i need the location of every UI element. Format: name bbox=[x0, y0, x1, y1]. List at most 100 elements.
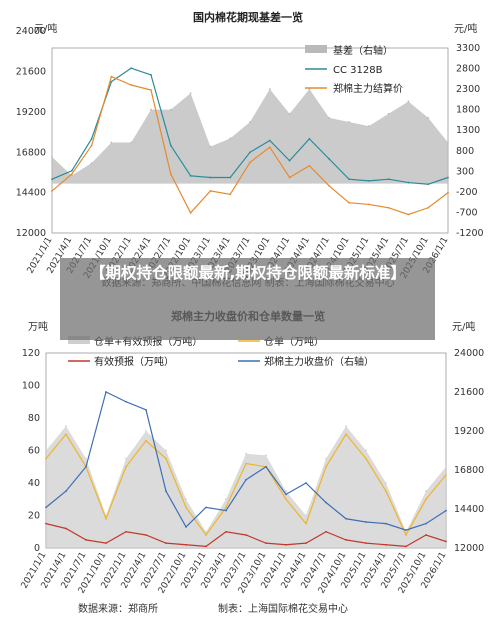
series-0-point bbox=[145, 430, 147, 432]
left-tick-label: 24000 bbox=[16, 26, 46, 37]
series-0-point bbox=[445, 465, 447, 468]
series-2-point bbox=[209, 145, 212, 148]
series-0-point bbox=[387, 178, 390, 181]
series-1-point bbox=[285, 498, 287, 501]
series-1-point bbox=[125, 465, 127, 468]
right-tick-label: 21600 bbox=[454, 387, 484, 398]
series-3-point bbox=[185, 525, 187, 528]
plot-frame bbox=[51, 47, 449, 234]
series-0-point bbox=[150, 74, 152, 76]
series-1-point bbox=[209, 190, 212, 192]
series-2-point bbox=[150, 108, 152, 111]
series-2-point bbox=[387, 112, 390, 115]
series-1-point bbox=[325, 465, 327, 468]
series-2-point bbox=[229, 137, 232, 140]
legend-swatch bbox=[305, 45, 327, 53]
series-0-point bbox=[367, 179, 370, 182]
series-0-point bbox=[268, 139, 271, 142]
series-3-point bbox=[85, 465, 87, 468]
left-tick-label: 14400 bbox=[16, 188, 46, 199]
left-tick-label: 19200 bbox=[16, 107, 46, 118]
series-0-point bbox=[130, 67, 133, 70]
series-1-point bbox=[308, 164, 311, 167]
legend-label: 郑棉主力结算价 bbox=[333, 82, 403, 95]
right-tick-label: 2800 bbox=[456, 64, 480, 75]
series-1-point bbox=[90, 144, 93, 147]
series-0-point bbox=[51, 178, 53, 181]
series-0-point bbox=[348, 178, 350, 181]
series-1-point bbox=[165, 457, 167, 460]
right-tick-label: 19200 bbox=[454, 426, 484, 437]
series-3-point bbox=[225, 509, 227, 512]
series-3-point bbox=[285, 493, 287, 496]
series-3-point bbox=[205, 506, 207, 509]
series-0-point bbox=[70, 169, 73, 172]
series-2-point bbox=[288, 112, 291, 115]
series-2-point bbox=[249, 121, 251, 123]
headline-banner bbox=[60, 258, 435, 340]
series-1-point bbox=[405, 534, 407, 536]
left-tick-label: 21600 bbox=[16, 67, 46, 78]
series-3-point bbox=[385, 522, 387, 525]
series-2-point bbox=[427, 116, 430, 119]
series-0-point bbox=[305, 514, 307, 517]
series-0-point bbox=[209, 176, 212, 179]
left-tick-label: 120 bbox=[22, 348, 40, 359]
left-tick-label: 16800 bbox=[16, 147, 46, 158]
warehouse-receipt-chart: 郑棉主力收盘价和仓单数量一览万吨元/吨020406080100120120001… bbox=[20, 309, 485, 615]
series-0-point bbox=[205, 530, 207, 533]
chart-title: 国内棉花期现基差一览 bbox=[193, 10, 303, 24]
series-2-point bbox=[245, 534, 247, 536]
series-1-point bbox=[225, 506, 227, 509]
series-0-point bbox=[65, 425, 67, 428]
series-2-point bbox=[305, 542, 307, 545]
series-2-point bbox=[407, 100, 410, 103]
right-axis-unit: 元/吨 bbox=[452, 320, 475, 333]
series-3-point bbox=[125, 400, 127, 403]
series-0-point bbox=[185, 498, 187, 501]
series-2-point bbox=[51, 156, 53, 158]
series-2-point bbox=[110, 141, 113, 144]
right-tick-label: 24000 bbox=[454, 348, 484, 359]
series-2-point bbox=[65, 527, 67, 530]
legend-label: CC 3128B bbox=[333, 65, 383, 76]
series-2-point bbox=[265, 542, 267, 545]
series-2-point bbox=[205, 545, 207, 548]
series-3-point bbox=[425, 522, 427, 525]
right-tick-label: 12000 bbox=[454, 543, 484, 554]
series-2-point bbox=[105, 542, 107, 545]
series-1-point bbox=[447, 191, 449, 194]
left-tick-label: 12000 bbox=[16, 228, 46, 239]
series-1-point bbox=[110, 75, 113, 78]
series-1-point bbox=[130, 84, 133, 86]
series-0-point bbox=[447, 176, 449, 179]
series-2-point bbox=[325, 530, 327, 533]
series-3-point bbox=[65, 490, 67, 493]
series-2-point bbox=[447, 141, 449, 144]
series-0-point bbox=[288, 159, 291, 162]
series-1-point bbox=[367, 203, 370, 206]
right-tick-label: 16800 bbox=[454, 465, 484, 476]
series-3-point bbox=[305, 482, 307, 484]
series-1-point bbox=[51, 190, 53, 192]
series-2-point bbox=[345, 538, 347, 541]
series-1-point bbox=[249, 161, 251, 164]
series-0-point bbox=[90, 137, 93, 140]
series-0-point bbox=[345, 425, 347, 428]
series-0-point bbox=[225, 498, 227, 501]
left-tick-label: 0 bbox=[34, 543, 40, 554]
series-1-point bbox=[407, 213, 410, 216]
series-2-point bbox=[185, 543, 187, 546]
left-tick-label: 60 bbox=[28, 446, 40, 457]
series-1-point bbox=[145, 439, 147, 442]
series-0-point bbox=[325, 457, 327, 460]
series-1-point bbox=[385, 490, 387, 493]
series-2-point bbox=[90, 162, 93, 165]
left-tick-label: 40 bbox=[28, 478, 40, 489]
legend-label: 基差（右轴） bbox=[333, 44, 393, 57]
right-tick-label: 300 bbox=[456, 166, 474, 177]
series-2-point bbox=[85, 538, 87, 541]
series-0-point bbox=[249, 151, 251, 154]
series-2-point bbox=[328, 116, 331, 119]
